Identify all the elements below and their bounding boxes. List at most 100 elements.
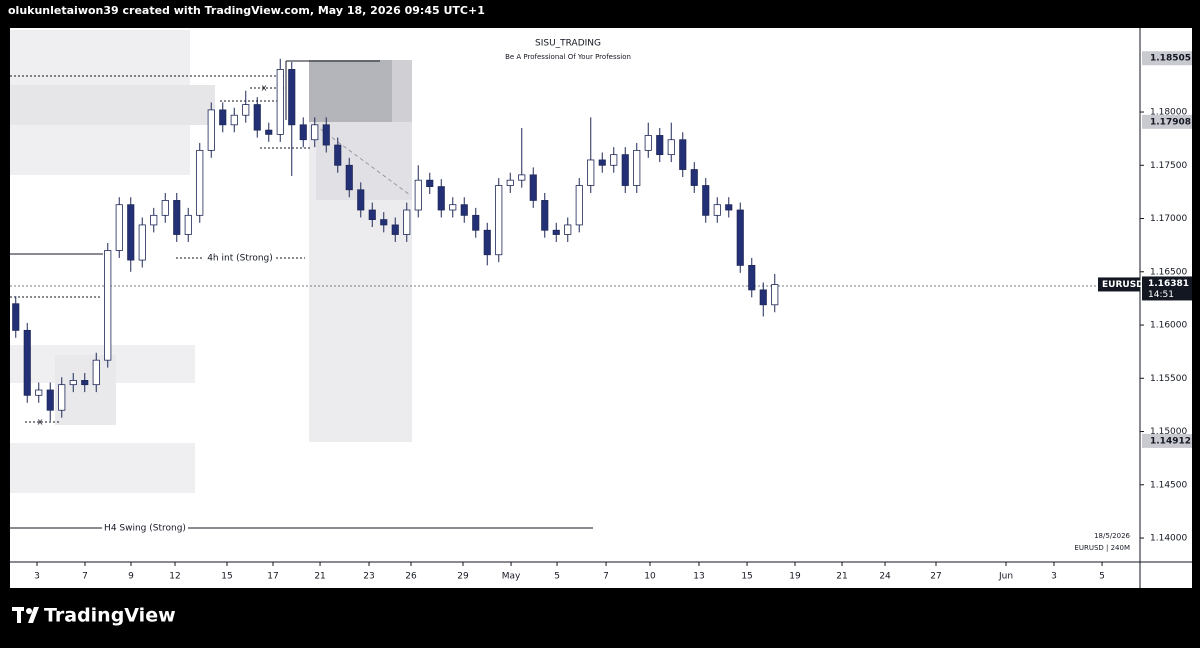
candle-body: [610, 154, 618, 166]
x-tick-label: 15: [221, 572, 232, 582]
chart-title: SISU_TRADING: [535, 39, 601, 49]
plot: 1.14000 1.14500 1.15000 1.15500 1.16000 1.165…: [12, 51, 1192, 582]
price-label: 1.17908: [1150, 117, 1191, 127]
candle-body: [552, 229, 560, 235]
candle-body: [414, 179, 422, 211]
date-stamp: 18/5/2026: [1094, 532, 1130, 540]
candle-body: [138, 224, 146, 261]
candle-body: [472, 214, 480, 231]
brand-name: TradingView: [44, 605, 176, 627]
candle-body: [161, 200, 169, 216]
last-price-box: [1142, 276, 1192, 301]
x-tick-label: 27: [930, 572, 941, 582]
candle-body: [736, 209, 744, 266]
candle-body: [368, 209, 376, 220]
y-tick-label: 1.16000: [1150, 321, 1187, 331]
candle-body: [265, 129, 273, 135]
logo-part: [28, 607, 39, 623]
candle-body: [633, 149, 641, 186]
candle-body: [403, 209, 411, 235]
candle-body: [345, 164, 353, 191]
candle-body: [115, 204, 123, 251]
x-tick-label: 13: [693, 572, 704, 582]
candle-body: [725, 204, 733, 211]
candle-body: [771, 284, 779, 306]
candle-body: [506, 179, 514, 186]
x-tick-label: 3: [34, 572, 40, 582]
annotation: x: [37, 418, 43, 428]
candle-body: [23, 329, 31, 396]
y-tick-label: 1.17500: [1150, 161, 1187, 171]
candle-body: [311, 124, 319, 141]
y-tick-label: 1.18000: [1150, 108, 1187, 118]
zone: [316, 122, 412, 200]
candle-body: [173, 200, 181, 235]
candle-body: [713, 204, 721, 216]
y-tick-label: 1.15500: [1150, 374, 1187, 384]
annotation: x: [261, 84, 267, 94]
candle-body: [621, 154, 629, 186]
x-tick-label: 3: [1051, 572, 1057, 582]
candle-body: [12, 303, 20, 331]
candle-body: [460, 204, 468, 216]
candle-body: [483, 229, 491, 256]
symbol-label: EURUSD: [1102, 280, 1144, 290]
zone: [10, 443, 195, 493]
annotation: H4 Swing (Strong): [104, 524, 186, 534]
zone: [10, 85, 215, 125]
candle-body: [253, 104, 261, 131]
x-tick-label: 29: [457, 572, 469, 582]
candle-body: [598, 159, 606, 166]
trend-line: [314, 124, 411, 196]
chart-info: EURUSD | 240M: [1074, 544, 1130, 552]
candle-body: [242, 104, 250, 116]
footer: [0, 588, 1200, 644]
x-tick-label: May: [502, 572, 521, 582]
x-tick-label: 7: [603, 572, 609, 582]
header-text: olukunletaiwon39 created with TradingVie…: [8, 4, 485, 17]
countdown-label: 14:51: [1148, 290, 1174, 300]
candle-body: [357, 189, 365, 211]
candle-body: [322, 124, 330, 146]
candle-body: [679, 139, 687, 170]
candle-body: [380, 219, 388, 226]
candle-body: [35, 389, 43, 396]
candle-body: [46, 389, 54, 411]
y-tick-label: 1.16500: [1150, 267, 1187, 277]
candle-body: [529, 174, 537, 201]
x-tick-label: 5: [1099, 572, 1105, 582]
brand-logo: [12, 607, 39, 623]
logo-part: [17, 607, 21, 623]
candle-body: [437, 186, 445, 211]
candle-body: [219, 109, 227, 126]
candle-body: [104, 250, 112, 361]
candle-body: [230, 114, 238, 126]
candle-body: [748, 264, 756, 291]
candle-body: [541, 200, 549, 231]
x-tick-label: 9: [128, 572, 134, 582]
candle-body: [575, 185, 583, 226]
x-tick-label: 7: [82, 572, 88, 582]
logo-part: [26, 608, 32, 614]
last-price-label: 1.16381: [1148, 279, 1189, 289]
candle-body: [391, 224, 399, 235]
price-label-box: [1142, 51, 1192, 66]
price-label-box: [1142, 433, 1192, 448]
candle-body: [334, 144, 342, 166]
chart-subtitle: Be A Professional Of Your Profession: [505, 53, 631, 61]
y-tick-label: 1.17000: [1150, 214, 1187, 224]
x-tick-label: 26: [405, 572, 417, 582]
candle-body: [196, 149, 204, 216]
symbol-box: [1098, 277, 1140, 292]
x-tick-label: 24: [879, 572, 891, 582]
candle-body: [288, 69, 296, 126]
candle-body: [656, 135, 664, 156]
x-tick-label: 19: [789, 572, 801, 582]
candle-body: [644, 135, 652, 151]
zones: [10, 30, 412, 493]
candle-body: [759, 289, 767, 306]
x-tick-label: 10: [644, 572, 656, 582]
x-tick-label: 12: [169, 572, 180, 582]
price-label-box: [1142, 114, 1192, 129]
